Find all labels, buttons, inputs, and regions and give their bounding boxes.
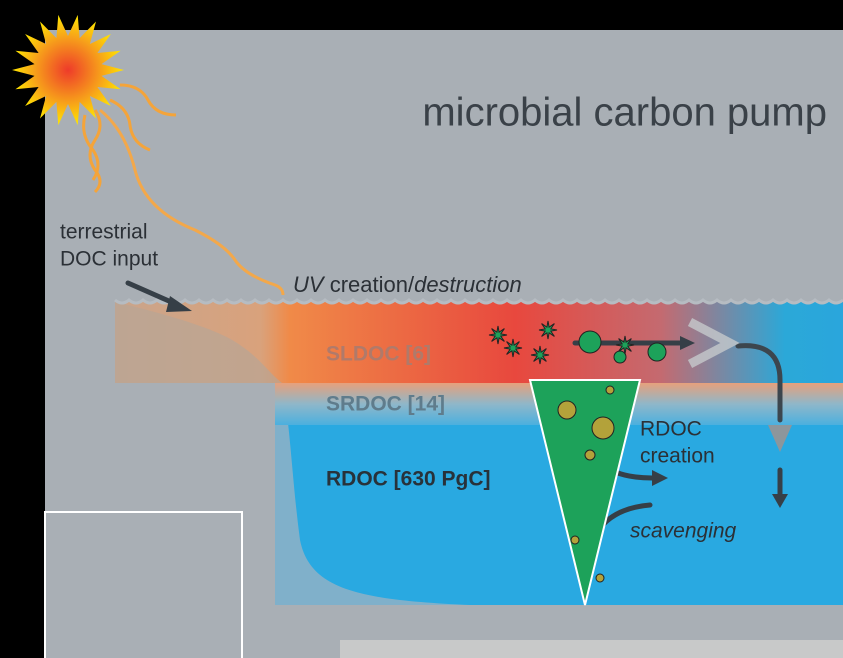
microbe (647, 342, 667, 362)
label: DOC input (60, 248, 158, 271)
sun (12, 14, 124, 126)
label: scavenging (630, 520, 737, 543)
seafloor (340, 640, 843, 658)
shelf (115, 302, 282, 383)
microbe (605, 385, 615, 395)
uv-label: UV creation/destruction (293, 272, 522, 297)
microbe (538, 320, 558, 340)
ray (88, 109, 102, 194)
title: microbial carbon pump (422, 91, 827, 135)
rdoc-funnel (528, 379, 642, 606)
sinking-arrow (735, 343, 783, 423)
label-part: destruction (414, 272, 522, 297)
microbe (613, 350, 627, 364)
sun-rays (82, 83, 285, 296)
arrowhead (768, 425, 792, 452)
label: RDOC (640, 418, 702, 441)
inset-frame (44, 511, 243, 658)
label-part: UV (293, 272, 326, 297)
microbe (570, 535, 580, 545)
arrowhead (680, 336, 695, 350)
microbe (488, 325, 508, 345)
label: creation (640, 445, 715, 468)
microbe (615, 335, 635, 355)
label: SLDOC [6] (326, 343, 431, 366)
label: terrestrial (60, 221, 148, 244)
microbe (595, 573, 605, 583)
ray (119, 83, 177, 117)
label: SRDOC [14] (326, 393, 445, 416)
ray (109, 98, 151, 152)
label-part: creation/ (330, 272, 415, 297)
microbe (530, 345, 550, 365)
microbe (591, 416, 615, 440)
microbes (488, 320, 667, 583)
arrowhead (772, 494, 788, 508)
continental-slope (275, 383, 470, 605)
uv-ray (99, 108, 285, 296)
microbe (584, 449, 596, 461)
label: RDOC [630 PgC] (326, 468, 491, 491)
microbe (503, 338, 523, 358)
microbe (557, 400, 577, 420)
arrowhead (166, 296, 192, 312)
ray (82, 114, 100, 181)
chevron (687, 318, 740, 368)
arrowhead (652, 470, 668, 486)
sea-surface (114, 298, 843, 305)
microbe (578, 330, 602, 354)
